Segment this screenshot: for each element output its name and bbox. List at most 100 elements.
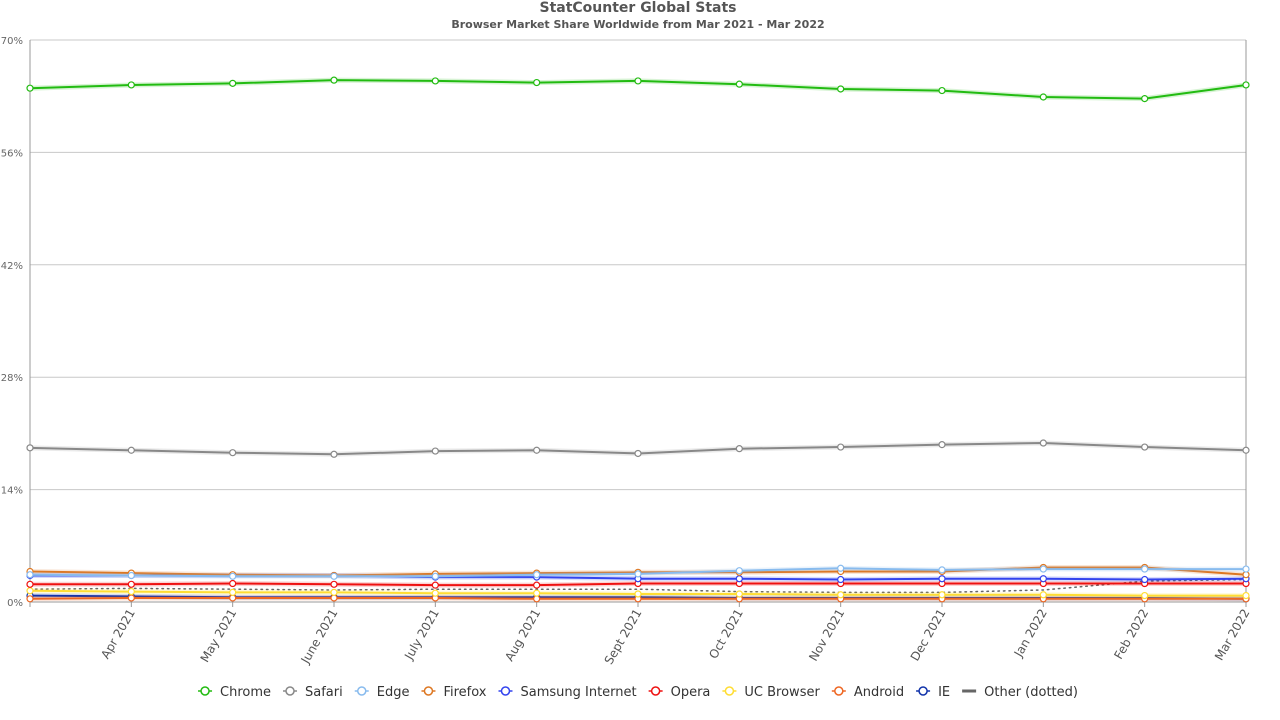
x-tick-label: Dec 2021 [908,607,949,664]
data-point [938,441,946,449]
x-tick-label: Sept 2021 [602,607,645,667]
data-point [431,589,439,597]
data-point [938,566,946,574]
data-point [330,572,338,580]
data-point [127,81,135,89]
data-point [229,588,237,596]
data-point [26,84,34,92]
data-point [127,594,135,602]
data-point [837,564,845,572]
data-point [330,450,338,458]
data-point [837,591,845,599]
legend-item[interactable]: Safari [283,685,343,700]
data-point [1141,575,1149,584]
data-point [229,449,237,457]
x-tick-label: Aug 2021 [502,607,543,664]
x-tick-label: Oct 2021 [706,607,746,662]
data-point [1242,81,1250,89]
chart-title: StatCounter Global Stats [539,0,737,16]
legend-label: Safari [305,685,343,700]
y-tick-label: 42% [1,261,23,272]
data-point [1141,565,1149,573]
y-tick-label: 70% [1,36,23,47]
data-point [837,575,845,584]
legend-item[interactable]: Android [831,685,904,700]
x-tick-label: Apr 2021 [98,607,138,662]
chart-subtitle: Browser Market Share Worldwide from Mar … [451,18,825,31]
data-point [533,571,541,579]
legend-marker-icon [724,686,735,696]
y-tick-label: 56% [1,148,23,159]
legend-label: Opera [671,685,711,700]
legend-label: Samsung Internet [520,685,636,700]
series-line-other [29,578,1247,594]
legend-marker-icon [834,686,844,696]
data-point [127,580,135,588]
data-point [1242,446,1250,454]
legend-label: IE [938,685,950,700]
legend-label: Android [854,685,904,700]
data-point [938,86,946,95]
data-point [1039,591,1047,599]
data-point [533,446,541,454]
legend-label: Firefox [443,685,486,700]
data-point [127,446,135,454]
legend-item[interactable]: Firefox [421,685,487,700]
data-point [431,447,439,455]
data-point [26,587,34,595]
data-point [431,572,439,580]
data-point [431,77,439,85]
data-point [431,581,439,589]
data-point [1039,93,1047,101]
data-point [229,79,237,87]
x-tick-label: May 2021 [198,607,240,665]
legend-marker-icon [650,686,661,696]
legend-item[interactable]: Opera [648,685,711,700]
x-tick-label: Mar 2022 [1212,607,1253,663]
data-point [127,587,135,596]
data-point [1141,591,1149,600]
data-point [533,589,541,597]
legend-item[interactable]: Chrome [198,685,271,700]
data-point [735,567,743,575]
data-point [26,580,34,588]
data-point [533,78,541,87]
data-point [533,581,541,589]
data-point [1141,443,1149,451]
legend-label: UC Browser [744,685,820,700]
legend-label: Other (dotted) [984,685,1078,700]
data-point [1039,575,1047,583]
legend-marker-icon [918,686,928,696]
data-point [1242,565,1250,573]
legend-item[interactable]: Edge [354,685,410,700]
legend-item[interactable]: UC Browser [722,685,820,700]
data-point [837,85,845,93]
data-point [634,570,642,578]
x-tick-label: Feb 2022 [1111,607,1151,662]
data-point [229,572,237,580]
legend-marker-icon [285,686,295,696]
data-point [735,575,743,583]
legend-marker-icon [356,686,367,696]
y-tick-label: 0% [7,598,23,609]
data-point [735,80,743,88]
x-tick-label: Nov 2021 [806,607,847,664]
legend-marker-icon [200,686,210,696]
legend-item[interactable]: IE [916,685,950,700]
data-point [26,571,34,579]
data-point [26,444,34,452]
legend-item[interactable]: Other (dotted) [962,685,1078,700]
y-tick-label: 14% [1,486,23,497]
data-point [938,575,946,583]
x-tick-label: Jan 2022 [1011,607,1050,661]
data-point [1242,591,1250,600]
legend-item[interactable]: Samsung Internet [498,685,637,700]
data-point [330,580,338,588]
legend-label: Chrome [220,685,271,700]
data-point [127,571,135,580]
data-point [735,445,743,453]
x-tick-label: July 2021 [401,607,442,663]
data-point [229,579,237,588]
